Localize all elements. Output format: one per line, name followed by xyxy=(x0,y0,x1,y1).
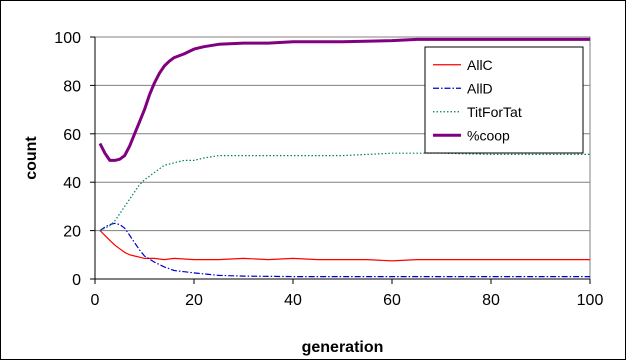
axes xyxy=(94,37,590,280)
x-axis-title: generation xyxy=(302,339,384,356)
y-tick-label: 0 xyxy=(72,272,81,289)
legend-label: AllC xyxy=(467,57,493,73)
series-line-coop xyxy=(98,37,590,162)
y-tick-label: 100 xyxy=(54,30,81,47)
x-tick-label: 20 xyxy=(185,292,203,309)
legend-label: TitForTat xyxy=(467,104,522,120)
y-tick-label: 80 xyxy=(63,78,81,95)
series-line-titfortat xyxy=(99,152,590,232)
x-axis-ticks: 0 20 40 60 80 100 xyxy=(91,279,604,309)
y-axis-ticks: 0 20 40 60 80 100 xyxy=(54,30,95,289)
series-line-allc xyxy=(99,230,590,262)
series-line-alld xyxy=(99,222,590,278)
y-tick-label: 60 xyxy=(63,127,81,144)
legend-label: %coop xyxy=(467,127,510,143)
y-tick-label: 20 xyxy=(63,224,81,241)
x-tick-label: 60 xyxy=(383,292,401,309)
legend-label: AllD xyxy=(467,80,493,96)
x-tick-label: 80 xyxy=(482,292,500,309)
y-tick-label: 40 xyxy=(63,175,81,192)
x-tick-label: 100 xyxy=(577,292,604,309)
x-tick-label: 0 xyxy=(91,292,100,309)
x-tick-label: 40 xyxy=(284,292,302,309)
legend: AllC AllD TitForTat %coop xyxy=(424,46,584,154)
y-axis-title: count xyxy=(23,136,40,180)
series-layer xyxy=(98,37,590,278)
